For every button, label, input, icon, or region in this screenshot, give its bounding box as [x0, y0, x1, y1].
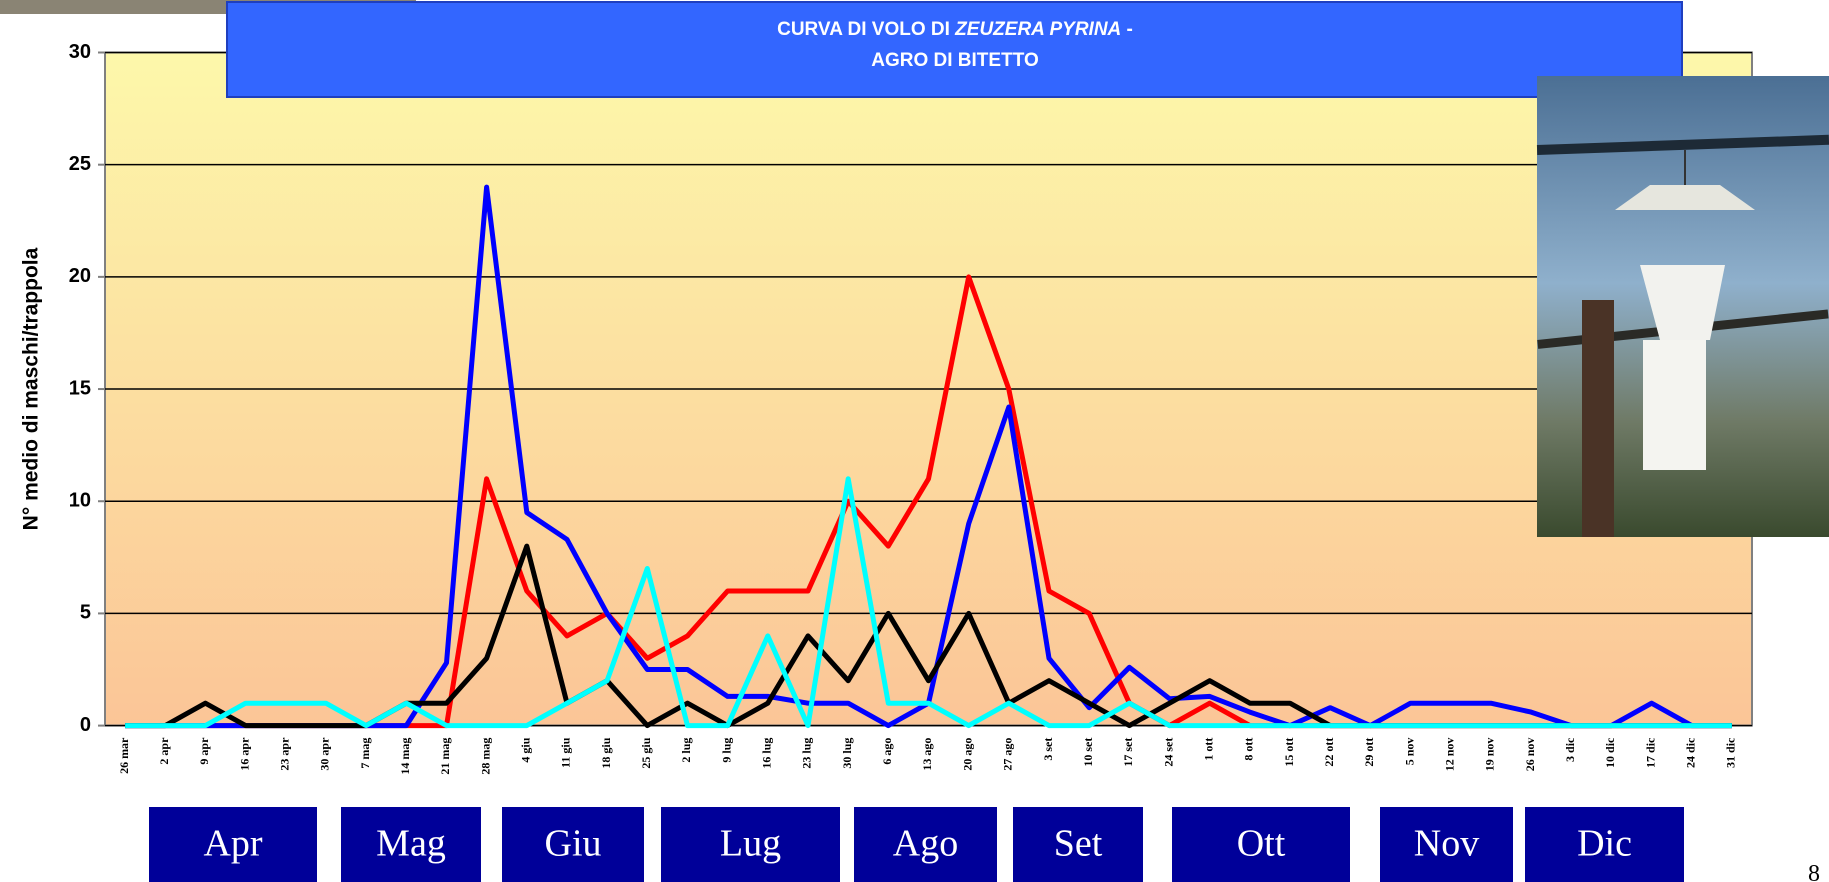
- month-box: [341, 807, 481, 882]
- y-tick-label: 30: [69, 41, 91, 63]
- month-label: Dic: [1577, 823, 1632, 865]
- x-tick-label: 17 set: [1121, 738, 1135, 767]
- month-label: Mag: [376, 823, 446, 865]
- x-tick-label: 21 mag: [438, 738, 452, 775]
- x-tick-label: 9 lug: [719, 738, 733, 763]
- month-box: [502, 807, 644, 882]
- trap-photo: [1536, 76, 1829, 537]
- month-label: Ott: [1237, 823, 1286, 865]
- x-tick-label: 3 dic: [1563, 737, 1577, 762]
- y-tick-label: 20: [69, 265, 91, 287]
- x-tick-label: 11 giu: [559, 737, 573, 768]
- x-tick-label: 20 ago: [960, 738, 974, 771]
- x-tick-label: 25 giu: [639, 737, 653, 768]
- x-tick-label: 14 mag: [398, 738, 412, 775]
- x-tick-label: 16 lug: [760, 738, 774, 769]
- page-number: 8: [1808, 861, 1820, 882]
- x-tick-label: 15 ott: [1282, 738, 1296, 767]
- month-label: Nov: [1414, 823, 1479, 865]
- month-label: Ago: [893, 823, 958, 865]
- title-part: CURVA DI VOLO DI: [777, 19, 950, 40]
- x-tick-label: 9 apr: [197, 737, 211, 765]
- chart-title: CURVA DI VOLO DI ZEUZERA PYRINA -: [777, 19, 1133, 40]
- y-tick-label: 15: [69, 377, 91, 399]
- month-label: Set: [1054, 823, 1103, 865]
- x-tick-label: 31 dic: [1724, 737, 1738, 768]
- x-tick-label: 23 apr: [278, 737, 292, 771]
- month-box: [1525, 807, 1684, 882]
- x-tick-label: 8 ott: [1242, 738, 1256, 761]
- x-tick-label: 13 ago: [920, 738, 934, 771]
- month-box: [1172, 807, 1350, 882]
- month-box: [1013, 807, 1143, 882]
- month-label: Lug: [720, 823, 781, 865]
- y-tick-label: 10: [69, 490, 91, 512]
- month-box: [1380, 807, 1513, 882]
- x-tick-label: 12 nov: [1442, 738, 1456, 772]
- month-box: [854, 807, 997, 882]
- series-line: [125, 476, 1732, 729]
- x-tick-label: 10 dic: [1603, 737, 1617, 768]
- x-tick-label: 19 nov: [1483, 738, 1497, 772]
- month-label: Giu: [545, 823, 602, 865]
- x-tick-label: 23 lug: [800, 738, 814, 769]
- y-axis-label: N° medio di maschi/trappola: [20, 247, 43, 530]
- x-tick-label: 7 mag: [358, 738, 372, 769]
- y-tick-label: 0: [80, 714, 91, 736]
- month-label: Apr: [203, 823, 262, 865]
- y-tick-label: 25: [69, 153, 91, 175]
- x-tick-label: 27 ago: [1001, 738, 1015, 771]
- x-tick-label: 24 set: [1161, 738, 1175, 767]
- x-tick-label: 10 set: [1081, 738, 1095, 767]
- x-tick-label: 24 dic: [1683, 737, 1697, 768]
- x-tick-label: 2 lug: [679, 738, 693, 763]
- title-box: [226, 1, 1683, 98]
- x-tick-label: 26 mar: [117, 737, 131, 774]
- x-tick-label: 18 giu: [599, 737, 613, 768]
- x-tick-label: 16 apr: [237, 737, 251, 771]
- month-box: [661, 807, 840, 882]
- chart-title: AGRO DI BITETTO: [871, 50, 1038, 71]
- y-tick-label: 5: [80, 602, 91, 624]
- x-tick-label: 5 nov: [1402, 738, 1416, 766]
- x-tick-label: 22 ott: [1322, 738, 1336, 767]
- x-tick-label: 29 ott: [1362, 738, 1376, 767]
- x-tick-label: 3 set: [1041, 738, 1055, 761]
- x-tick-label: 28 mag: [478, 738, 492, 775]
- x-tick-label: 2 apr: [157, 737, 171, 765]
- month-box: [149, 807, 317, 882]
- x-tick-label: 6 ago: [880, 738, 894, 765]
- x-tick-label: 17 dic: [1643, 737, 1657, 768]
- title-part: ZEUZERA PYRINA: [954, 19, 1121, 40]
- x-tick-label: 4 giu: [519, 737, 533, 762]
- title-part: -: [1127, 19, 1133, 40]
- x-tick-label: 26 nov: [1523, 738, 1537, 772]
- x-tick-label: 1 ott: [1201, 738, 1215, 761]
- x-tick-label: 30 lug: [840, 738, 854, 769]
- x-tick-label: 30 apr: [318, 737, 332, 771]
